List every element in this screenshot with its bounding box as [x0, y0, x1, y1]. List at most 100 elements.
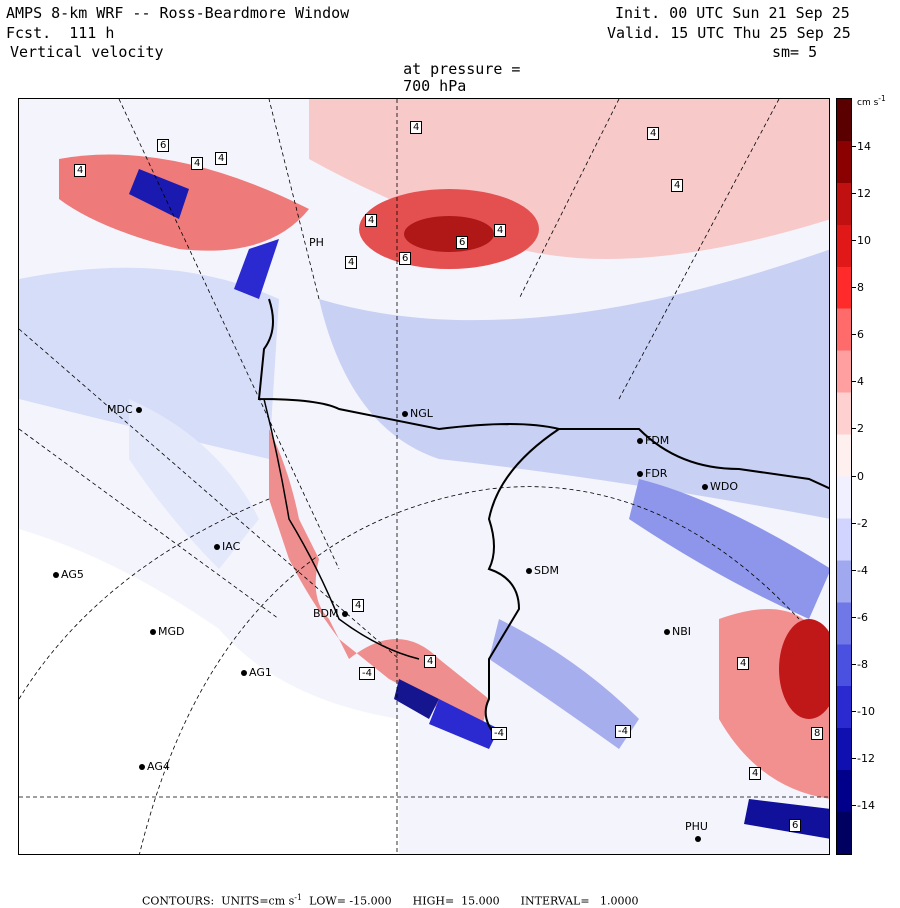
valid-time: Valid. 15 UTC Thu 25 Sep 25: [607, 24, 851, 42]
init-time: Init. 00 UTC Sun 21 Sep 25: [615, 4, 850, 22]
contour-label: 4: [647, 127, 660, 140]
colorbar-tick-label: 12: [857, 187, 871, 201]
nw-dark-blue-streak: [129, 169, 189, 219]
glacier-blue-streak: [429, 699, 499, 749]
colorbar-tick-mark: [851, 475, 856, 477]
contour-label: 4: [749, 767, 762, 780]
station-nbi: NBI: [664, 626, 691, 638]
station-dot: [637, 438, 643, 444]
station-fdr: FDR: [637, 468, 667, 480]
pressure-prefix: at pressure =: [403, 60, 521, 78]
field-name: Vertical velocity: [10, 43, 164, 61]
colorbar-tick-mark: [851, 757, 856, 759]
station-fdm: FDM: [637, 435, 669, 447]
contour-label: 6: [789, 819, 802, 832]
station-dot: [637, 471, 643, 477]
colorbar-tick-label: -2: [857, 516, 868, 530]
mountain-dark-blue: [394, 679, 439, 719]
colorbar-tick-label: 14: [857, 140, 871, 153]
station-dot: [702, 484, 708, 490]
forecast-hour: Fcst. 111 h: [6, 24, 115, 42]
east-blue-band: [629, 479, 829, 619]
station-ag1: AG1: [241, 667, 272, 679]
station-bdm: BDM: [313, 608, 350, 620]
colorbar-tick-mark: [851, 240, 856, 242]
contour-label: 4: [365, 214, 378, 227]
station-ag4: AG4: [139, 761, 170, 773]
station-phu: PHU: [685, 821, 708, 845]
model-title: AMPS 8-km WRF -- Ross-Beardmore Window: [6, 4, 350, 22]
colorbar-tick-label: -4: [857, 563, 868, 577]
colorbar-tick-label: -6: [857, 610, 868, 624]
colorbar-tick-mark: [851, 193, 856, 195]
contour-label: 6: [157, 139, 170, 152]
station-dot: [214, 544, 220, 550]
colorbar-tick-mark: [851, 710, 856, 712]
colorbar-tick-label: 2: [857, 422, 864, 436]
north-red-inner: [404, 216, 494, 252]
colorbar-tick-mark: [851, 146, 856, 147]
contour-label: -4: [615, 725, 631, 738]
station-ngl: NGL: [402, 408, 433, 420]
east-red-core: [779, 619, 829, 719]
colorbar-tick-label: -10: [857, 704, 875, 718]
contour-label: 4: [74, 164, 87, 177]
colorbar-tick-mark: [851, 522, 856, 524]
grounding-line: [484, 428, 560, 740]
contour-footer: CONTOURS: UNITS=cm s-1 LOW= -15.000 HIGH…: [135, 880, 639, 908]
white-plateau: [19, 529, 399, 854]
station-dot: [526, 568, 532, 574]
contour-label: 8: [811, 727, 824, 740]
station-dot: [150, 629, 156, 635]
colorbar-units: cm s-1: [857, 94, 886, 108]
colorbar-tick-mark: [851, 334, 856, 336]
station-ph: PH: [309, 236, 324, 249]
south-blue-bands: [489, 619, 639, 749]
station-dot: [241, 670, 247, 676]
colorbar-tick-label: 6: [857, 328, 864, 342]
colorbar-tick-mark: [851, 663, 856, 665]
station-sdm: SDM: [526, 565, 559, 577]
interval-value: INTERVAL= 1.0000: [520, 894, 639, 908]
contour-label: 4: [424, 655, 437, 668]
station-dot: [136, 407, 143, 413]
colorbar-tick-mark: [851, 428, 856, 430]
contour-label: -4: [491, 727, 507, 740]
units-label: UNITS=cm s: [221, 894, 295, 908]
graticule: [19, 99, 829, 854]
southeast-blue-streak: [744, 799, 829, 839]
colorbar-tick-label: -8: [857, 657, 868, 671]
colorbar: [836, 98, 852, 855]
station-mgd: MGD: [150, 626, 185, 638]
contour-label: 6: [399, 252, 412, 265]
colorbar-tick-mark: [851, 287, 856, 289]
station-dot: [139, 764, 145, 770]
colorbar-tick-label: 8: [857, 281, 864, 295]
colorbar-tick-mark: [851, 616, 856, 618]
colorbar-tick-label: 10: [857, 234, 871, 248]
contour-label: 4: [191, 157, 204, 170]
ridge-line: [263, 398, 420, 660]
contour-label: 4: [410, 121, 423, 134]
station-dot: [53, 572, 59, 578]
colorbar-tick-label: 0: [857, 469, 864, 483]
contour-label: -4: [359, 667, 375, 680]
colorbar-tick-mark: [851, 381, 856, 383]
pressure-value: 700 hPa: [403, 77, 467, 95]
station-dot: [402, 411, 408, 417]
contour-label: 6: [456, 236, 469, 249]
plateau-light-blue: [129, 399, 259, 569]
map-field: [19, 99, 829, 854]
west-blue-region: [19, 267, 279, 459]
high-value: HIGH= 15.000: [412, 894, 500, 908]
coastline: [257, 298, 829, 490]
low-value: LOW= -15.000: [309, 894, 392, 908]
station-dot: [695, 836, 701, 842]
contours-label: CONTOURS:: [142, 894, 215, 908]
station-ag5: AG5: [53, 569, 84, 581]
smoothing: sm= 5: [772, 43, 818, 61]
station-iac: IAC: [214, 541, 240, 553]
colorbar-tick-label: -14: [857, 799, 875, 812]
ice-shelf-blue-region: [319, 249, 829, 519]
colorbar-tick-mark: [851, 805, 856, 806]
